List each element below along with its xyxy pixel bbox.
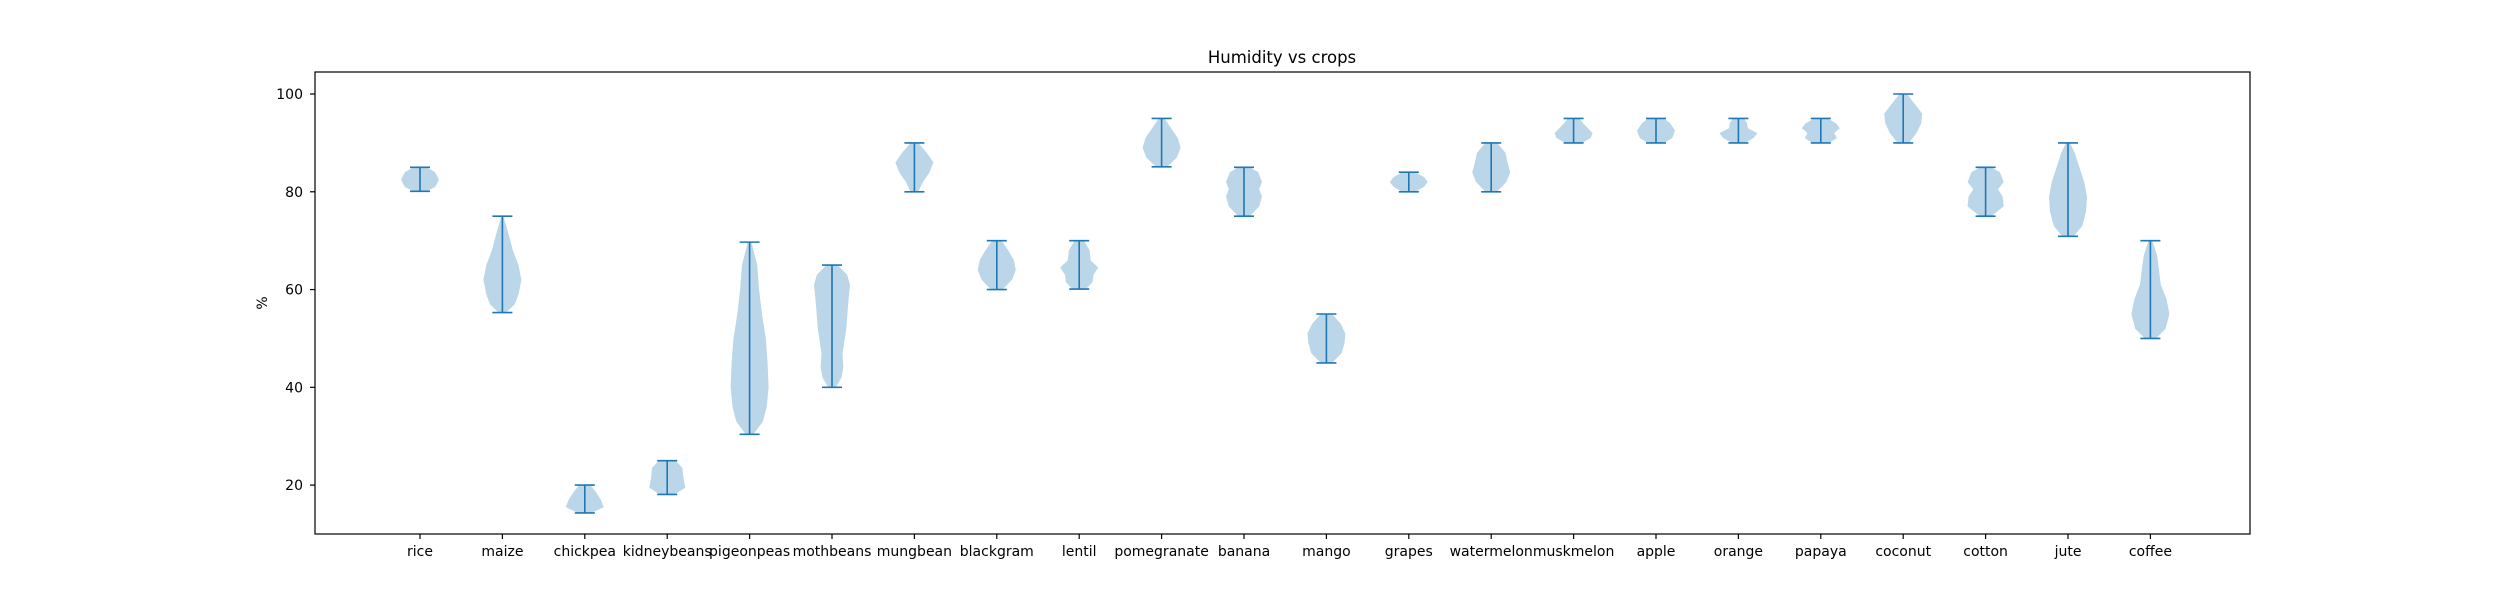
violins-group — [401, 93, 2170, 514]
plot-frame — [314, 71, 2251, 535]
violin-apple — [1637, 117, 1675, 144]
violin-orange — [1719, 117, 1758, 144]
x-tick-label-cotton: cotton — [1963, 544, 2008, 560]
violin-mango — [1307, 313, 1346, 364]
x-tick-label-banana: banana — [1218, 544, 1270, 560]
violin-cotton — [1967, 166, 2004, 218]
y-axis: 20 40 60 80 100 — [276, 87, 315, 494]
violin-jute — [2049, 142, 2087, 238]
x-tick-label-coffee: coffee — [2129, 544, 2172, 560]
violin-chickpea — [565, 484, 604, 514]
x-tick-label-muskmelon: muskmelon — [1533, 544, 1615, 560]
x-tick-label-coconut: coconut — [1875, 544, 1931, 560]
y-tick-label: 40 — [285, 380, 303, 396]
x-tick-label-orange: orange — [1714, 544, 1763, 560]
violin-pigeonpeas — [730, 241, 769, 436]
x-tick-label-mothbeans: mothbeans — [793, 544, 872, 560]
violin-muskmelon — [1554, 117, 1593, 144]
violin-kidneybeans — [649, 459, 686, 496]
x-tick-label-pigeonpeas: pigeonpeas — [709, 544, 790, 560]
y-tick-label: 20 — [285, 478, 303, 494]
violin-watermelon — [1472, 142, 1511, 193]
x-tick-label-apple: apple — [1637, 544, 1676, 560]
x-tick-label-mungbean: mungbean — [877, 544, 952, 560]
x-tick-label-maize: maize — [481, 544, 523, 560]
y-tick-label: 60 — [285, 283, 303, 299]
x-tick-label-kidneybeans: kidneybeans — [623, 544, 712, 560]
y-axis-label: % — [255, 296, 271, 309]
violin-lentil — [1060, 239, 1099, 290]
x-tick-label-lentil: lentil — [1062, 544, 1097, 560]
x-tick-label-papaya: papaya — [1795, 544, 1847, 560]
x-tick-label-rice: rice — [407, 544, 433, 560]
x-tick-label-blackgram: blackgram — [960, 544, 1034, 560]
violin-grapes — [1389, 171, 1428, 193]
violin-banana — [1226, 166, 1262, 218]
violin-mothbeans — [814, 264, 850, 389]
violin-mungbean — [895, 142, 934, 193]
y-tick-label: 80 — [285, 185, 303, 201]
chart-title: Humidity vs crops — [1208, 48, 1356, 67]
violin-coffee — [2131, 239, 2170, 340]
violin-coconut — [1884, 93, 1923, 144]
violin-rice — [401, 166, 439, 193]
x-tick-label-grapes: grapes — [1385, 544, 1433, 560]
x-tick-label-chickpea: chickpea — [554, 544, 616, 560]
violin-maize — [483, 215, 522, 314]
violin-blackgram — [977, 239, 1016, 291]
x-tick-label-pomegranate: pomegranate — [1114, 544, 1208, 560]
violin-papaya — [1801, 117, 1840, 144]
violin-pomegranate — [1142, 117, 1181, 168]
x-tick-label-jute: jute — [2054, 544, 2082, 560]
x-tick-label-mango: mango — [1302, 544, 1351, 560]
x-tick-label-watermelon: watermelon — [1450, 544, 1533, 560]
y-tick-label: 100 — [276, 87, 303, 103]
